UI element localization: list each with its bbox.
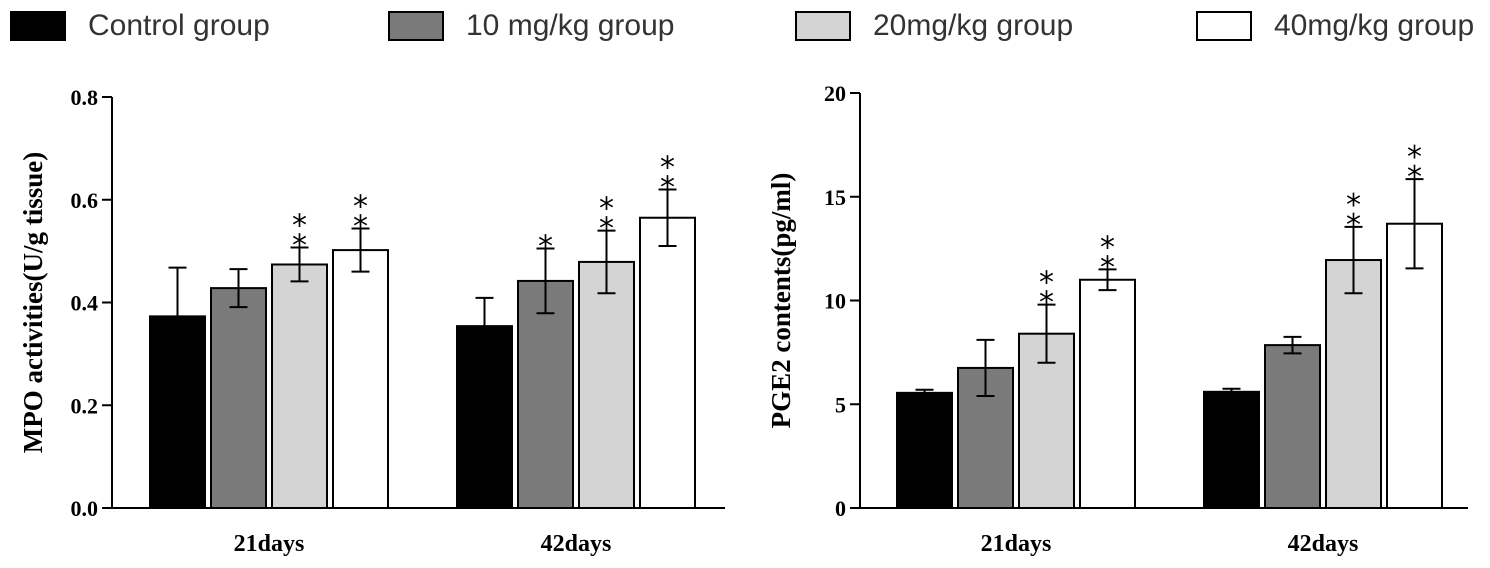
chart1-y-tick-label: 0.6 (71, 188, 99, 213)
legend-swatch-10mg (388, 11, 444, 41)
chart1-bar (578, 260, 635, 509)
legend-item-40mg: 40mg/kg group (1196, 6, 1474, 46)
chart1-bar (332, 249, 389, 509)
legend-item-10mg: 10 mg/kg group (388, 6, 674, 46)
chart1-category-label: 42days (541, 531, 612, 557)
chart2-category-label: 21days (981, 531, 1052, 557)
legend-swatch-40mg (1196, 11, 1252, 41)
chart1-bar (639, 216, 696, 509)
chart1-significance-mark: * (292, 229, 307, 264)
chart2-bar (1264, 344, 1321, 509)
legend: Control group 10 mg/kg group 20mg/kg gro… (0, 0, 1490, 60)
chart1-bar (456, 325, 513, 509)
chart1-significance-mark: * (292, 209, 307, 244)
chart1-significance-mark: * (538, 230, 553, 265)
chart1-bar (517, 279, 574, 509)
chart1-significance-mark: * (599, 212, 614, 247)
chart2-significance-mark: * (1346, 208, 1361, 243)
chart1-bar (210, 287, 267, 509)
legend-swatch-control (10, 11, 66, 41)
legend-label-40mg: 40mg/kg group (1274, 9, 1475, 42)
chart2-significance-mark: * (1346, 188, 1361, 223)
chart1-significance-mark: * (353, 210, 368, 245)
legend-label-control: Control group (88, 9, 270, 42)
chart2-y-tick-label: 5 (835, 392, 846, 417)
chart2-y-tick-label: 0 (835, 496, 846, 521)
chart1-significance-mark: * (599, 192, 614, 227)
chart2-significance-mark: * (1039, 286, 1054, 321)
chart2-bar (1079, 278, 1136, 509)
chart1-y-tick-label: 0.2 (71, 393, 99, 418)
chart1-y-axis-title: MPO activities(U/g tissue) (18, 152, 48, 453)
chart2-significance-mark: * (1100, 250, 1115, 285)
chart1-category-label: 21days (234, 531, 305, 557)
legend-label-10mg: 10 mg/kg group (466, 9, 675, 42)
chart1-significance-mark: * (353, 190, 368, 225)
chart1-y-tick-label: 0.8 (71, 85, 99, 110)
chart2-significance-mark: * (1407, 140, 1422, 175)
legend-item-20mg: 20mg/kg group (795, 6, 1073, 46)
chart1-y-tick-label: 0.0 (71, 496, 99, 521)
legend-item-control: Control group (10, 6, 270, 46)
chart2-bar (1203, 390, 1260, 509)
legend-swatch-20mg (795, 11, 851, 41)
chart2-significance-mark: * (1407, 160, 1422, 195)
chart1-y-tick-label: 0.4 (71, 291, 99, 316)
chart2-category-label: 42days (1288, 531, 1359, 557)
chart2-significance-mark: * (1100, 230, 1115, 265)
chart1-bar (271, 263, 328, 510)
chart1-significance-mark: * (660, 150, 675, 185)
chart2-significance-mark: * (1039, 266, 1054, 301)
chart2-bar (1386, 222, 1443, 509)
chart1-significance-mark: * (660, 170, 675, 205)
chart2-y-axis-title: PGE2 contents(pg/ml) (766, 173, 796, 429)
chart2-y-tick-label: 20 (824, 81, 846, 106)
chart2-bar (896, 391, 953, 509)
chart2-bar (1325, 259, 1382, 509)
legend-label-20mg: 20mg/kg group (873, 9, 1074, 42)
chart2-y-tick-label: 10 (824, 289, 846, 314)
chart2-y-tick-label: 15 (824, 185, 846, 210)
